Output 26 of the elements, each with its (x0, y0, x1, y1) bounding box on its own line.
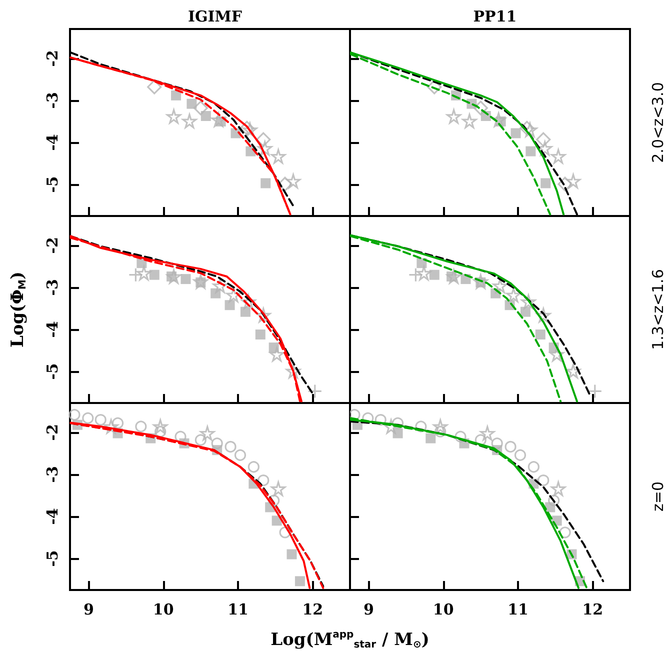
y-tick-label: -4 (44, 321, 62, 338)
y-tick-label: -2 (44, 237, 62, 254)
x-tick-label: 11 (228, 600, 248, 618)
y-tick-label: -5 (44, 176, 62, 193)
x-tick-label: 9 (83, 600, 94, 618)
y-tick-label: -3 (44, 466, 62, 483)
x-tick-label: 10 (152, 600, 174, 618)
text: 2.0<z<3.0 (649, 82, 667, 163)
y-tick-label: -3 (44, 279, 62, 296)
y-tick-label: -5 (44, 550, 62, 567)
y-tick-label: -4 (44, 134, 62, 151)
x-tick-label: 9 (363, 600, 374, 618)
x-tick-label: 10 (432, 600, 454, 618)
y-tick-label: -2 (44, 424, 62, 441)
x-tick-label: 12 (302, 600, 324, 618)
text: 1.3<z<1.6 (649, 269, 667, 350)
y-tick-label: -2 (44, 50, 62, 67)
chart-title: IGIMF (188, 8, 242, 26)
x-tick-label: 12 (582, 600, 604, 618)
x-tick-label: 11 (508, 600, 528, 618)
chart-title: PP11 (473, 8, 517, 26)
y-tick-label: -3 (44, 92, 62, 109)
y-tick-label: -4 (44, 508, 62, 525)
y-tick-label: -5 (44, 363, 62, 380)
text: z=0 (649, 482, 667, 512)
y-axis-title: Log(ΦM) (8, 271, 28, 348)
